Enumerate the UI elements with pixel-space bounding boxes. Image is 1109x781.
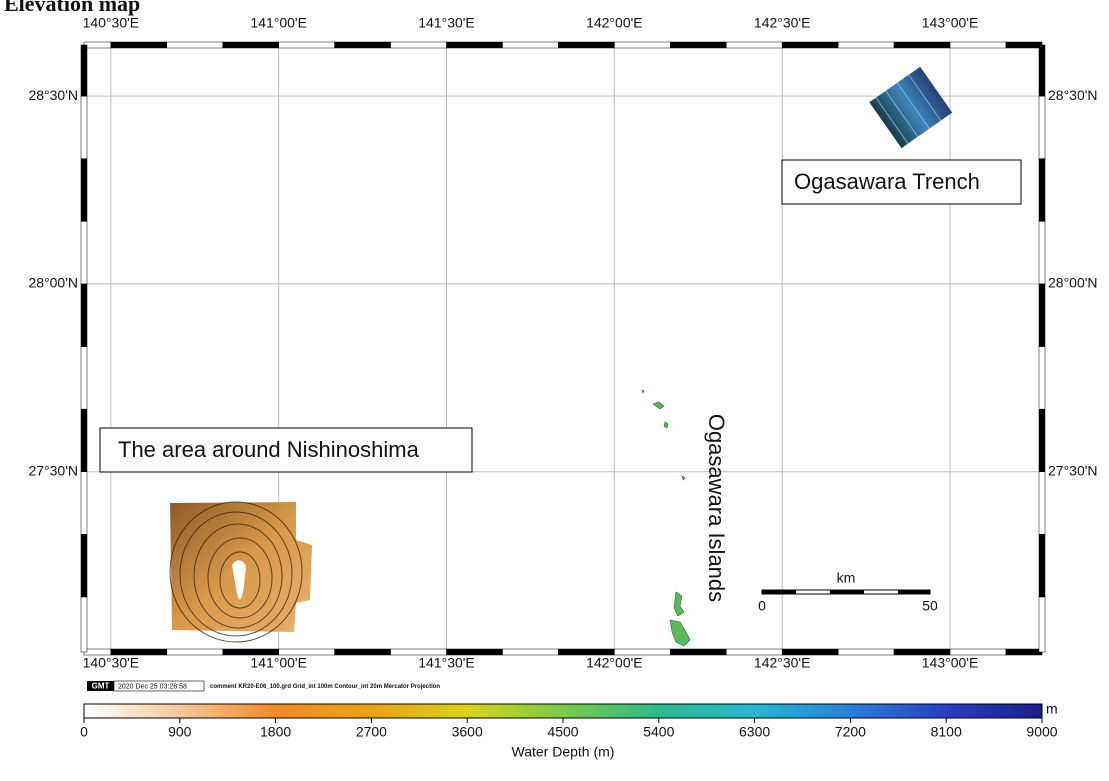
frame-segment [335, 649, 391, 655]
x-tick-label: 143°00'E [922, 15, 979, 31]
colorbar-tick-label: 7200 [835, 724, 866, 740]
frame-segment [670, 42, 726, 48]
colorbar-tick-label: 9000 [1026, 724, 1057, 740]
frame-segment [502, 649, 558, 655]
frame-segment [1039, 45, 1045, 96]
frame-segment [335, 42, 391, 48]
stamp-date: 2020 Dec 25 03:28:58 [118, 683, 187, 690]
colorbar-tick-label: 0 [80, 724, 88, 740]
frame-segment [84, 42, 111, 48]
page-title: Elevation map [4, 0, 140, 16]
trench-bathymetry [869, 67, 952, 148]
frame-segment [81, 45, 87, 96]
frame-segment [81, 346, 87, 409]
colorbar [84, 704, 1042, 718]
x-tick-label: 142°30'E [754, 15, 811, 31]
frame-segment [167, 42, 223, 48]
frame-segment [391, 42, 447, 48]
frame-segment [1039, 472, 1045, 535]
x-tick-label: 140°30'E [83, 15, 140, 31]
frame-segment [726, 42, 782, 48]
frame-segment [782, 42, 838, 48]
colorbar-tick-label: 4500 [547, 724, 578, 740]
annotation: Ogasawara Trench [794, 169, 980, 194]
scale-tick-label: 0 [758, 598, 766, 614]
frame-segment [81, 96, 87, 159]
frame-segment [670, 649, 726, 655]
annotation: The area around Nishinoshima [118, 437, 420, 462]
x-tick-label: 142°30'E [754, 655, 811, 671]
x-tick-label: 140°30'E [83, 655, 140, 671]
frame-segment [111, 42, 167, 48]
frame-segment [81, 597, 87, 652]
x-tick-label: 141°30'E [418, 655, 475, 671]
frame-segment [1006, 649, 1042, 655]
frame-segment [838, 42, 894, 48]
y-tick-label: 28°30'N [28, 87, 78, 103]
frame-segment [950, 42, 1006, 48]
colorbar-unit: m [1046, 701, 1058, 717]
x-tick-label: 141°00'E [250, 655, 307, 671]
stamp-logo: GMT [92, 682, 110, 691]
frame-segment [81, 409, 87, 472]
frame-segment [558, 42, 614, 48]
frame-segment [1039, 159, 1045, 222]
map-page: Elevation map The area around Nishinoshi… [0, 0, 1109, 781]
frame-segment [1039, 346, 1045, 409]
colorbar-tick-label: 6300 [739, 724, 770, 740]
frame-segment [81, 159, 87, 222]
y-tick-label: 28°00'N [1048, 275, 1098, 291]
frame-segment [167, 649, 223, 655]
frame-segment [81, 534, 87, 597]
scale-unit: km [837, 570, 856, 586]
scale-tick-label: 50 [922, 598, 938, 614]
y-tick-label: 28°00'N [28, 275, 78, 291]
islands [642, 390, 690, 646]
frame-segment [447, 42, 503, 48]
colorbar-tick-label: 3600 [452, 724, 483, 740]
frame-segment [223, 42, 279, 48]
x-tick-label: 142°00'E [586, 15, 643, 31]
frame-segment [1039, 534, 1045, 597]
frame-segment [1039, 221, 1045, 284]
colorbar-tick-label: 2700 [356, 724, 387, 740]
x-tick-label: 141°00'E [250, 15, 307, 31]
frame-segment [1039, 96, 1045, 159]
colorbar-tick-label: 1800 [260, 724, 291, 740]
frame-segment [1039, 409, 1045, 472]
frame-segment [279, 42, 335, 48]
annotation: Ogasawara Islands [704, 414, 729, 602]
colorbar-tick-label: 5400 [643, 724, 674, 740]
frame-segment [502, 42, 558, 48]
frame-segment [81, 221, 87, 284]
x-tick-label: 142°00'E [586, 655, 643, 671]
y-tick-label: 28°30'N [1048, 87, 1098, 103]
colorbar-tick-label: 8100 [931, 724, 962, 740]
frame-segment [81, 284, 87, 347]
colorbar-label: Water Depth (m) [512, 744, 615, 760]
colorbar-tick-label: 900 [168, 724, 192, 740]
frame-segment [894, 42, 950, 48]
frame-segment [1039, 284, 1045, 347]
y-tick-label: 27°30'N [1048, 462, 1098, 478]
frame-segment [1039, 597, 1045, 652]
x-tick-label: 143°00'E [922, 655, 979, 671]
x-tick-label: 141°30'E [418, 15, 475, 31]
frame-segment [838, 649, 894, 655]
stamp-comment: comment KR20-E06_100.grd Grid_int 100m C… [210, 684, 440, 690]
scale-bar: km 0 50 [758, 570, 938, 614]
frame-segment [81, 472, 87, 535]
nishinoshima-bathymetry [170, 502, 312, 642]
y-tick-label: 27°30'N [28, 462, 78, 478]
frame-segment [1006, 42, 1042, 48]
frame-segment [614, 42, 670, 48]
